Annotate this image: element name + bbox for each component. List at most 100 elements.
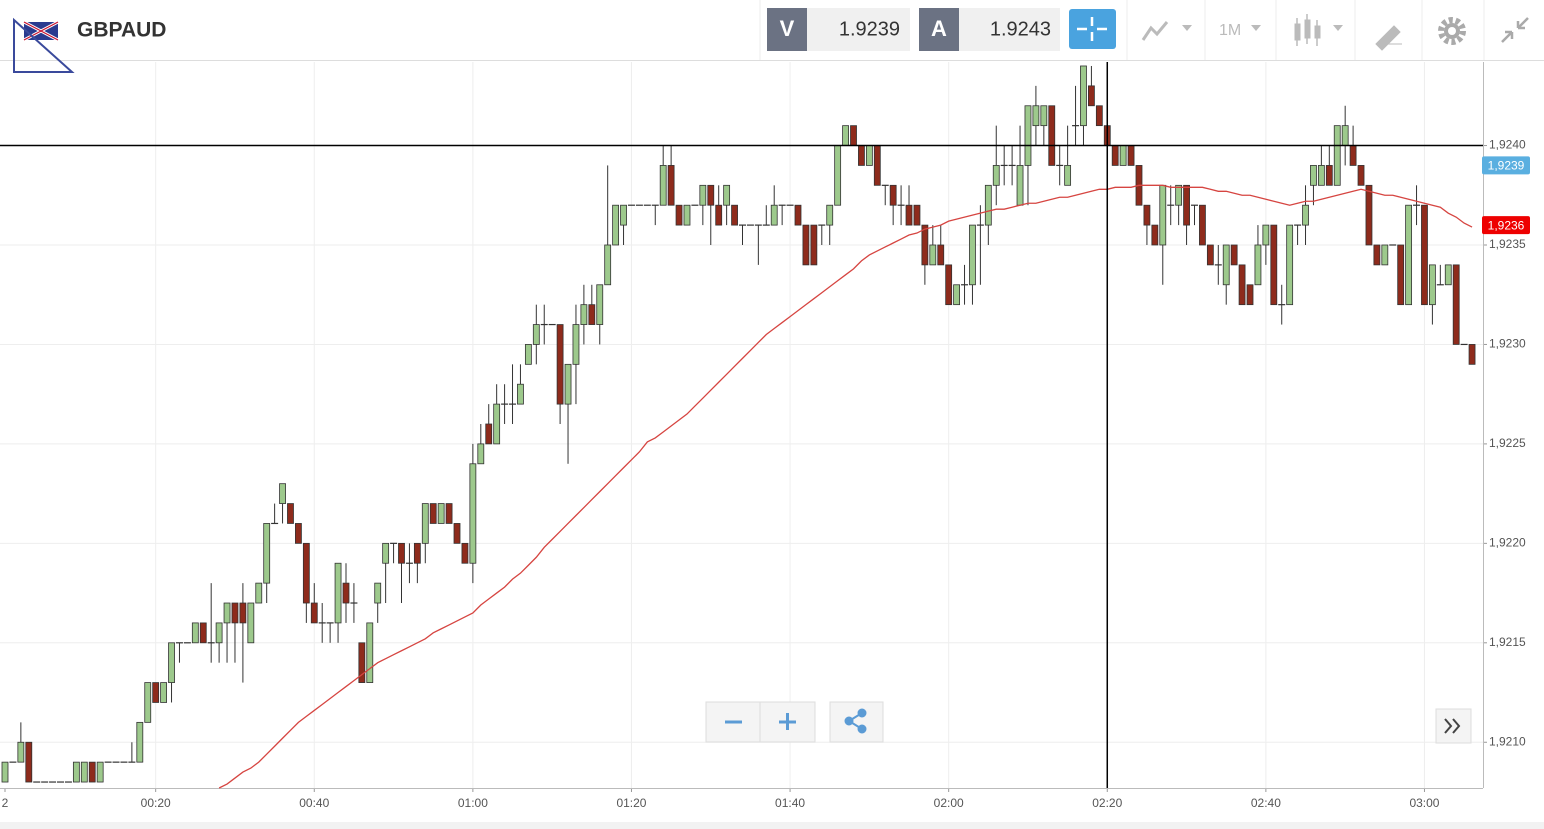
buy-price-box: [959, 8, 1060, 51]
share-button[interactable]: [829, 701, 884, 743]
candle-body: [160, 682, 168, 703]
candle-body: [723, 184, 731, 206]
candle-body: [342, 582, 350, 604]
draw-button[interactable]: [1375, 25, 1402, 51]
candle-body: [1048, 105, 1056, 166]
x-tick-label: 00:20: [141, 796, 171, 810]
candle-body: [168, 642, 175, 683]
candle-body: [1325, 165, 1333, 186]
last-price-tag: [1482, 156, 1530, 175]
buy-button[interactable]: [919, 8, 959, 51]
candle-body: [731, 204, 738, 226]
collapse-button[interactable]: [1501, 17, 1529, 43]
candle-body: [302, 542, 310, 604]
sell-price: 1.9239: [839, 18, 900, 40]
candle-body: [1302, 204, 1309, 226]
x-tick-label: 00:40: [299, 796, 329, 810]
candle-body: [1381, 244, 1389, 266]
y-tick-label: 1,9225: [1489, 436, 1526, 450]
candle-body: [794, 204, 802, 226]
y-tick-label: 1,9240: [1489, 138, 1526, 152]
y-tick-label: 1,9230: [1489, 337, 1526, 351]
candle-body: [398, 542, 405, 564]
candle-body: [374, 582, 382, 604]
candle-body: [1405, 204, 1413, 306]
candle-body: [889, 184, 897, 206]
candle-body: [255, 582, 263, 604]
scroll-end-button[interactable]: [1435, 708, 1472, 744]
candle-body: [913, 204, 921, 226]
last-price-label: 1,9239: [1488, 159, 1525, 173]
candle-body: [310, 602, 318, 624]
logo: [13, 17, 75, 73]
candle-body: [580, 304, 588, 325]
buy-label: A: [931, 16, 947, 41]
candle-body: [1088, 85, 1095, 107]
candle-body: [334, 562, 342, 624]
candle-body: [517, 383, 524, 405]
candle-body: [25, 741, 33, 783]
zoom-controls: [705, 701, 1472, 744]
candle-body: [191, 622, 199, 644]
candle-body: [1317, 165, 1325, 186]
settings-button[interactable]: [1438, 17, 1466, 45]
candle-body: [1040, 105, 1048, 127]
candle-body: [1357, 165, 1365, 186]
candle-body: [675, 204, 683, 226]
candle-body: [366, 622, 374, 683]
candle-body: [953, 284, 960, 306]
candle-body: [937, 244, 945, 266]
scroll-end-icon: [1444, 718, 1461, 734]
candle-body: [532, 324, 540, 345]
candle-body: [358, 642, 366, 683]
candle-body: [858, 145, 865, 166]
candle-body: [1365, 184, 1373, 246]
zoom-in-icon: [779, 713, 796, 730]
candle-body: [287, 503, 294, 524]
candle-body: [865, 145, 873, 166]
candle-body: [493, 403, 501, 445]
candle-body: [905, 204, 913, 226]
candle-body: [1151, 224, 1159, 246]
candle-body: [842, 125, 849, 146]
candle-body: [921, 224, 929, 266]
candle-body: [1429, 264, 1436, 306]
ma-price-label: 1,9236: [1488, 218, 1525, 232]
candle-body: [572, 324, 580, 365]
x-tick-label: 03:00: [1409, 796, 1439, 810]
timeframe[interactable]: 1M: [1219, 22, 1241, 39]
candle-body: [1421, 204, 1428, 306]
sell-button[interactable]: [767, 8, 807, 51]
candles-button[interactable]: [1294, 14, 1343, 46]
bottom-strip: [0, 822, 1544, 829]
candle-body: [659, 165, 667, 206]
candle-body: [1064, 165, 1072, 186]
chart-type-button[interactable]: [1141, 21, 1192, 41]
candle-body: [215, 622, 223, 644]
buy-price: 1.9243: [990, 18, 1051, 40]
candle-body: [144, 682, 152, 723]
candle-body: [564, 363, 572, 405]
candle-body: [1111, 145, 1119, 166]
candle-body: [461, 542, 469, 564]
crosshair-button[interactable]: [1069, 9, 1116, 49]
candle-body: [1159, 184, 1167, 246]
candle-body: [136, 721, 144, 763]
candle-body: [556, 324, 564, 405]
candle-body: [1016, 165, 1024, 206]
x-tick-label: 02:20: [1092, 796, 1122, 810]
candle-body: [596, 284, 604, 325]
x-tick-label: 2: [2, 796, 9, 810]
y-tick-label: 1,9215: [1489, 635, 1526, 649]
candle-body: [1230, 244, 1238, 266]
y-tick-label: 1,9235: [1489, 237, 1526, 251]
plot-area: 1,9210 1,9215 1,9220 1,9225 1,9230 1,9235 1,92…: [0, 62, 1544, 829]
candle-body: [969, 224, 976, 286]
candle-body: [1080, 65, 1087, 127]
candle-body: [1310, 165, 1317, 186]
candle-body: [612, 204, 620, 246]
candle-body: [279, 483, 286, 504]
sell-price-box: [807, 8, 910, 51]
